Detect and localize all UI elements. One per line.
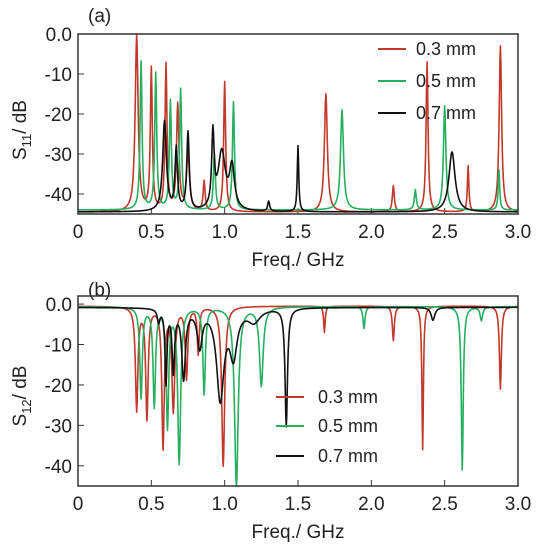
panel-b-frame [77, 295, 519, 487]
panel-b-x-tick-label: 1.5 [285, 494, 311, 515]
panel-b: (b) 0 0.5 1.0 1.5 2.0 2.5 3.0 0.0 -10 -20 -30 -40 0… [10, 280, 531, 543]
panel-b-x-axis-title: Freq./ GHz [252, 522, 345, 543]
panel-a-legend-label-0-5mm: 0.5 mm [416, 71, 476, 91]
panel-a-series-0-3-mm [77, 33, 519, 213]
panel-a-y-tick-label: -10 [45, 65, 72, 86]
panel-a-x-tick-label: 3.0 [505, 222, 531, 243]
panel-b-x-tick-label: 2.5 [431, 494, 457, 515]
panel-a-legend-label-0-3mm: 0.3 mm [416, 39, 476, 59]
panel-a-x-tick-label: 0.5 [138, 222, 164, 243]
panel-a-x-tick-label: 1.0 [211, 222, 237, 243]
panel-b-y-tick-label: -20 [45, 376, 72, 397]
panel-b-ticks: 0 0.5 1.0 1.5 2.0 2.5 3.0 0.0 -10 -20 -30 -40 [45, 295, 532, 515]
panel-a-ticks: 0 0.5 1.0 1.5 2.0 2.5 3.0 0.0 -10 -20 -30 -40 [45, 25, 532, 243]
panel-b-y-tick-label: -30 [45, 416, 72, 437]
panel-a-x-tick-label: 2.0 [358, 222, 384, 243]
panel-b-series-0-3-mm [77, 305, 519, 468]
panel-b-x-tick-label: 3.0 [505, 494, 531, 515]
panel-b-legend-label-0-7mm: 0.7 mm [318, 446, 378, 466]
panel-b-y-axis-title: S12/ dB [10, 366, 34, 427]
panel-a-x-axis-title: Freq./ GHz [252, 250, 345, 271]
panel-b-legend-label-0-5mm: 0.5 mm [318, 416, 378, 436]
panel-b-y-axis-title-main: S [10, 414, 31, 427]
panel-b-label: (b) [88, 280, 111, 301]
panel-a-y-tick-label: -30 [45, 145, 72, 166]
panel-a-legend-label-0-7mm: 0.7 mm [416, 103, 476, 123]
panel-a-y-axis-title-unit: / dB [10, 100, 31, 134]
panel-a-series-group [77, 33, 519, 213]
panel-b-y-axis-title-unit: / dB [10, 366, 31, 400]
panel-a-series-0-7-mm [77, 119, 519, 213]
panel-a-frame [77, 33, 519, 215]
panel-a-x-tick-label: 2.5 [431, 222, 457, 243]
panel-a-y-axis-title-main: S [10, 147, 31, 160]
panel-b-y-tick-label: -40 [45, 457, 72, 478]
panel-a-y-axis-title-sub: 11 [19, 134, 34, 148]
panel-b-series-0-7-mm [77, 306, 519, 428]
panel-b-x-tick-label: 0 [73, 494, 84, 515]
panel-b-x-tick-label: 2.0 [358, 494, 384, 515]
panel-b-x-tick-label: 0.5 [138, 494, 164, 515]
panel-a-x-tick-label: 0 [73, 222, 84, 243]
panel-a-y-tick-label: -20 [45, 105, 72, 126]
panel-b-legend-label-0-3mm: 0.3 mm [318, 387, 378, 407]
panel-a-y-axis-title: S11/ dB [10, 100, 34, 160]
panel-b-y-tick-label: -10 [45, 336, 72, 357]
panel-a-y-tick-label: 0.0 [46, 25, 72, 46]
panel-a-legend: 0.3 mm 0.5 mm 0.7 mm [378, 39, 476, 123]
panel-a: (a) 0 0.5 1.0 1.5 2.0 2.5 3.0 0.0 -10 -20 -30 -40 0… [10, 6, 531, 271]
panel-b-y-tick-label: 0.0 [46, 295, 72, 316]
panel-a-y-tick-label: -40 [45, 185, 72, 206]
panel-b-y-axis-title-sub: 12 [19, 399, 34, 413]
panel-b-series-group [77, 305, 519, 487]
panel-a-series-0-5-mm [77, 60, 519, 211]
panel-b-x-tick-label: 1.0 [211, 494, 237, 515]
panel-b-legend: 0.3 mm 0.5 mm 0.7 mm [276, 387, 378, 466]
panel-a-label: (a) [88, 6, 111, 27]
panel-a-x-tick-label: 1.5 [285, 222, 311, 243]
